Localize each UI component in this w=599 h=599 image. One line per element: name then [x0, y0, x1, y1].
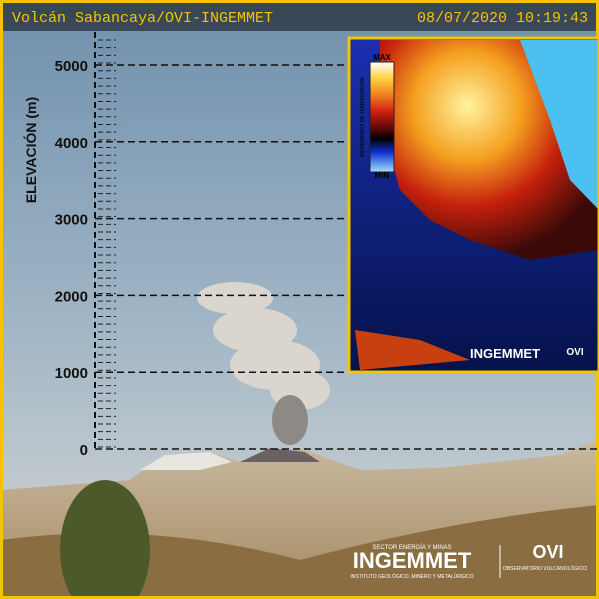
camera-title: Volcán Sabancaya/OVI-INGEMMET — [12, 10, 273, 27]
inset-logo2: OVI — [566, 347, 583, 358]
scale-tick-label: 5000 — [55, 58, 88, 75]
inset-logo: INGEMMET — [470, 346, 540, 361]
page: Volcán Sabancaya/OVI-INGEMMET 08/07/2020… — [0, 0, 599, 599]
timestamp: 08/07/2020 10:19:43 — [417, 10, 588, 27]
logo-ingemmet: INGEMMET — [353, 548, 472, 573]
scale-tick-label: 0 — [80, 442, 88, 459]
inset-max: MAX — [373, 53, 391, 62]
inset-min: MIN — [375, 171, 390, 180]
scale-tick-label: 4000 — [55, 135, 88, 152]
scale-tick-label: 1000 — [55, 365, 88, 382]
inset-legend-title: INCREMENTO DE TEMPERATURA — [360, 76, 366, 157]
thermal-inset: MAX MIN INCREMENTO DE TEMPERATURA INGEMM… — [349, 38, 599, 372]
scale-label: ELEVACIÓN (m) — [22, 97, 39, 203]
logo-ovi: OVI — [532, 542, 563, 562]
scale-tick-label: 2000 — [55, 288, 88, 305]
logo-institute: INSTITUTO GEOLÓGICO, MINERO Y METALÚRGIC… — [350, 573, 473, 580]
webcam-frame: Volcán Sabancaya/OVI-INGEMMET 08/07/2020… — [0, 0, 599, 599]
logo-observatory: OBSERVATORIO VULCANOLÓGICO — [503, 565, 587, 572]
scale-tick-label: 3000 — [55, 212, 88, 229]
